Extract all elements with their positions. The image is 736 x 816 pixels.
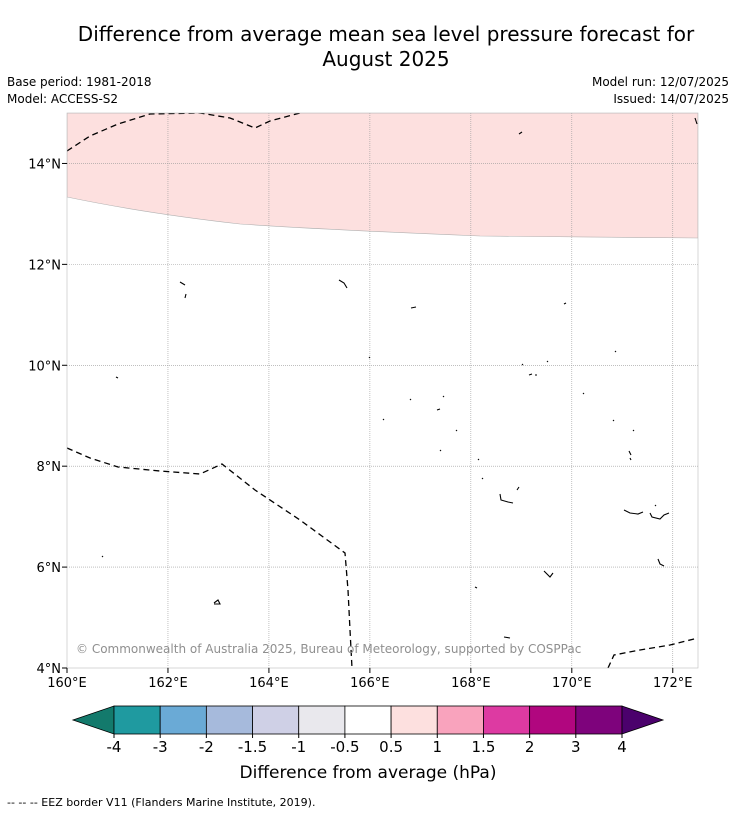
- island-coast: [518, 131, 523, 135]
- colorbar-tick-label: 0.5: [379, 738, 403, 756]
- colorbar-tick-label: 1: [432, 738, 442, 756]
- island-coast: [436, 408, 441, 411]
- x-tick-label: 166°E: [350, 676, 390, 691]
- map-title-line-2: August 2025: [322, 47, 450, 71]
- plot-frame: [66, 112, 699, 669]
- x-tick-label: 160°E: [47, 676, 87, 691]
- x-tick-label: 168°E: [451, 676, 491, 691]
- colorbar-tick-label: -0.5: [330, 738, 359, 756]
- colorbar-tick-label: 4: [617, 738, 627, 756]
- island-coast: [338, 279, 348, 289]
- copyright-note: © Commonwealth of Australia 2025, Bureau…: [76, 642, 581, 656]
- y-tick-label: 14°N: [28, 157, 61, 172]
- x-tick-label: 162°E: [148, 676, 188, 691]
- island-coast: [528, 373, 537, 376]
- plot-area: © Commonwealth of Australia 2025, Bureau…: [67, 113, 698, 668]
- island-coast: [455, 429, 458, 432]
- colorbar-segment: [159, 705, 207, 735]
- island-coast: [410, 306, 417, 309]
- issued-date: Issued: 14/07/2025: [613, 92, 729, 106]
- y-axis-ticks: 4°N 6°N 8°N 10°N 12°N 14°N: [28, 157, 67, 677]
- x-tick-label: 164°E: [249, 676, 289, 691]
- meta-left: Base period: 1981-2018 Model: ACCESS-S2: [7, 74, 152, 108]
- colorbar-segment: [298, 705, 346, 735]
- colorbar-tick-label: -1: [291, 738, 306, 756]
- island-coast: [179, 281, 186, 286]
- colorbar-tick-label: 1.5: [472, 738, 496, 756]
- x-tick-label: 172°E: [653, 676, 693, 691]
- colorbar-segment: [436, 705, 484, 735]
- island-coast: [213, 599, 221, 605]
- colorbar-segment: [205, 705, 253, 735]
- island-coast: [184, 293, 187, 299]
- island-coast: [657, 558, 665, 567]
- y-tick-label: 6°N: [37, 561, 62, 576]
- island-coast: [503, 636, 511, 639]
- eez-border-middle: [67, 447, 353, 668]
- model-run: Model run: 12/07/2025: [591, 75, 729, 89]
- y-tick-label: 8°N: [37, 460, 62, 475]
- colorbar-tick-label: 3: [571, 738, 581, 756]
- island-coast: [628, 450, 632, 461]
- colorbar-tick-label: -2: [199, 738, 214, 756]
- colorbar-segment: [113, 705, 161, 735]
- y-tick-label: 12°N: [28, 258, 61, 273]
- island-coast: [499, 486, 520, 504]
- island-coast: [442, 395, 445, 398]
- anomaly-area-0.5-1: [67, 113, 698, 239]
- island-coast: [474, 586, 478, 589]
- colorbar-tick-label: -4: [107, 738, 122, 756]
- island-coast: [115, 376, 119, 379]
- colorbar-segment: [483, 705, 531, 735]
- island-coast: [543, 570, 554, 578]
- colorbar-extend-low: [71, 705, 115, 735]
- map-title: Difference from average mean sea level p…: [0, 22, 736, 72]
- colorbar-tick-label: 2: [525, 738, 535, 756]
- meta-right: Model run: 12/07/2025 Issued: 14/07/2025: [592, 74, 729, 108]
- colorbar-tick-label: -1.5: [238, 738, 267, 756]
- gridlines: [67, 113, 698, 668]
- colorbar-segment: [575, 705, 623, 735]
- x-tick-label: 170°E: [552, 676, 592, 691]
- colorbar-segment: [390, 705, 438, 735]
- base-period: Base period: 1981-2018: [7, 75, 152, 89]
- y-tick-label: 4°N: [37, 662, 62, 677]
- y-tick-label: 10°N: [28, 359, 61, 374]
- colorbar-tick-label: -3: [153, 738, 168, 756]
- island-coastlines: [101, 117, 698, 639]
- eez-legend-note: -- -- -- EEZ border V11 (Flanders Marine…: [7, 796, 316, 809]
- x-axis-ticks: 160°E 162°E 164°E 166°E 168°E 170°E 172°E: [47, 668, 693, 691]
- colorbar: -4 -3 -2 -1.5 -1 -0.5 0.5 1 1.5 2 3 4: [71, 705, 665, 756]
- model-name: Model: ACCESS-S2: [7, 92, 119, 106]
- colorbar-segment: [529, 705, 577, 735]
- colorbar-extend-high: [621, 705, 665, 735]
- eez-borders: [67, 113, 698, 668]
- island-coast: [694, 117, 698, 125]
- island-coast: [623, 509, 670, 520]
- island-coast: [563, 302, 567, 305]
- island-coast: [101, 350, 657, 558]
- colorbar-segment: [252, 705, 300, 735]
- eez-border-southeast: [607, 637, 698, 668]
- map-title-line-1: Difference from average mean sea level p…: [77, 22, 695, 46]
- colorbar-label: Difference from average (hPa): [240, 763, 497, 783]
- colorbar-segment: [344, 705, 392, 735]
